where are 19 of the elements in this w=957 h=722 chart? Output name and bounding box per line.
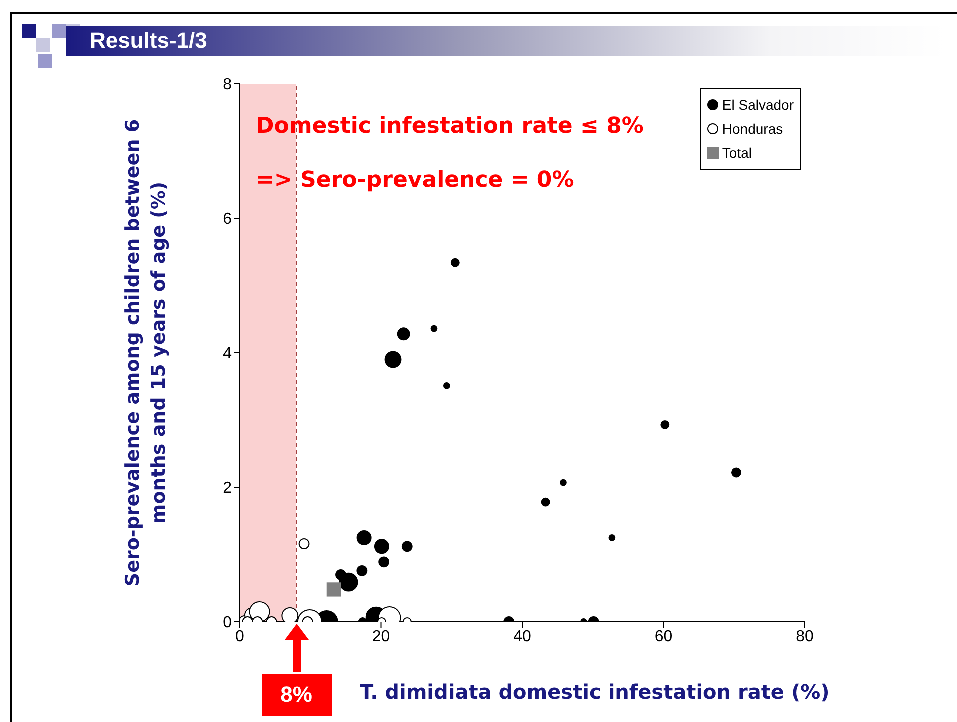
x-tick-label: 40	[514, 628, 532, 646]
annotation: Domestic infestation rate ≤ 8%	[256, 114, 644, 139]
x-axis-title: T. dimidiata domestic infestation rate (%)	[360, 680, 830, 704]
y-tick-label: 8	[223, 76, 232, 94]
x-tick-label: 0	[236, 628, 245, 646]
y-tick-label: 4	[223, 346, 232, 363]
x-tick-label: 60	[654, 628, 673, 646]
legend-label: Total	[722, 145, 752, 161]
x-tick-label: 80	[796, 628, 814, 646]
y-axis-title: Sero-prevalence among children between 6 months and 15 years of age (%)	[121, 118, 171, 589]
x-tick-label: 20	[372, 628, 390, 646]
y-tick-label: 6	[223, 211, 232, 228]
ref-line-label: 8%	[262, 674, 332, 716]
legend-label: El Salvador	[722, 97, 794, 113]
legend-label: Honduras	[722, 121, 784, 137]
annotation: => Sero-prevalence = 0%	[256, 168, 574, 193]
y-tick-label: 0	[223, 614, 232, 632]
chart-title: Results-1/3	[90, 28, 208, 53]
y-tick-label: 2	[223, 480, 232, 498]
